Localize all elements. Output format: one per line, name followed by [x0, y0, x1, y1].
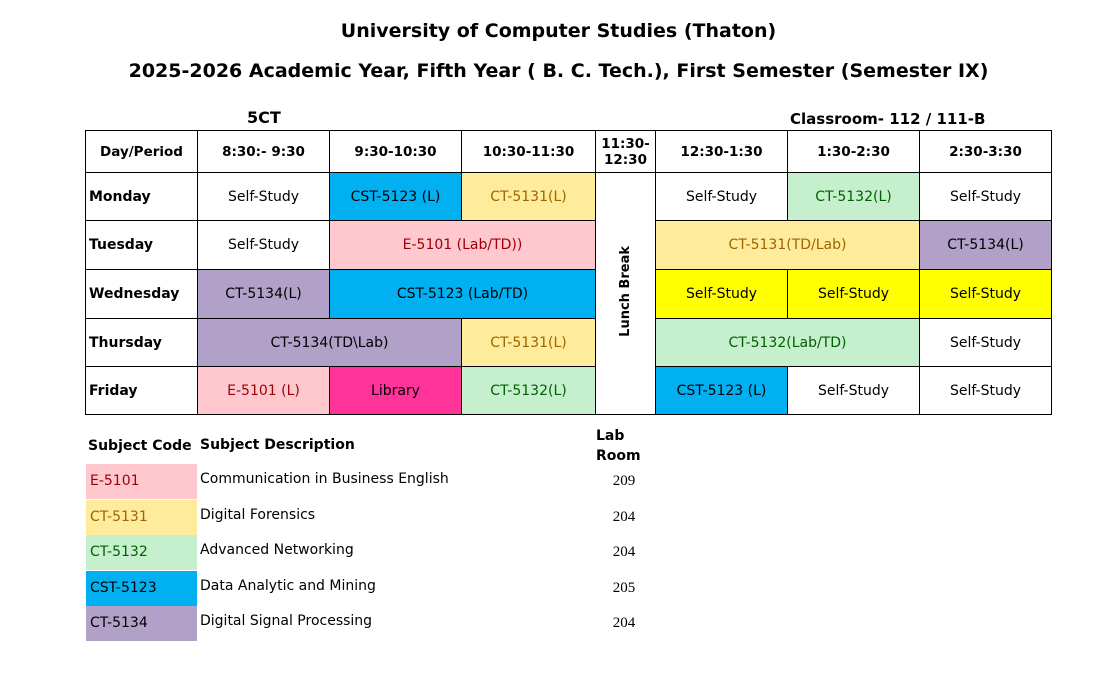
class-cell: CT-5131(L): [461, 172, 596, 221]
class-cell: CT-5132(L): [461, 366, 596, 415]
class-cell: Self-Study: [655, 172, 788, 221]
subject-code: CST-5123: [86, 570, 197, 606]
class-cell: Self-Study: [655, 269, 788, 319]
subject-description: Digital Signal Processing: [200, 613, 373, 629]
subject-description: Digital Forensics: [200, 506, 316, 523]
legend-header: Subject Code: [88, 438, 192, 454]
class-cell: E-5101 (Lab/TD)): [329, 220, 596, 270]
timetable-body: Day/Period 8:30:- 9:30 9:30-10:30 10:30-11:…: [85, 130, 1052, 415]
subject-code: CT-5131: [86, 499, 197, 535]
lunch-break: Lunch Break: [595, 172, 656, 415]
lab-room: 204: [612, 544, 636, 560]
class-cell: CT-5132(Lab/TD): [655, 318, 920, 367]
column-header: 11:30-12:30: [595, 130, 656, 173]
subject-description: Advanced Networking: [200, 542, 354, 558]
legend-header: Lab Room: [596, 428, 641, 464]
class-cell: CT-5131(TD/Lab): [655, 220, 920, 270]
day-row: Friday E-5101 (L) Library CT-5132(L) CST-512…: [85, 366, 1052, 415]
class-cell: Self-Study: [919, 318, 1052, 367]
class-cell: Self-Study: [787, 366, 920, 415]
lab-room: 204: [612, 508, 636, 525]
class-cell: CST-5123 (L): [329, 172, 462, 221]
subject-description: Data Analytic and Mining: [200, 577, 376, 594]
day-row: Monday Self-Study CST-5123 (L) CT-5131(L) Lu…: [85, 172, 1052, 415]
class-cell: Self-Study: [197, 172, 330, 221]
column-header: 9:30-10:30: [329, 130, 462, 173]
class-cell: E-5101 (L): [197, 366, 330, 415]
class-cell: CT-5134(TD\Lab): [197, 318, 462, 367]
day-row: Tuesday Self-Study E-5101 (Lab/TD)) CT-5131…: [85, 220, 1052, 270]
subject-code: CT-5132: [86, 535, 197, 570]
classroom: Classroom- 112 / 111-B: [790, 110, 986, 128]
class-cell: Self-Study: [919, 269, 1052, 319]
lab-room: 205: [612, 579, 636, 596]
class-cell: Self-Study: [197, 220, 330, 270]
subtitle: 2025-2026 Academic Year, Fifth Year ( B.…: [128, 60, 989, 82]
legend-header: Subject Description: [200, 437, 355, 453]
timetable: Day/Period 8:30:- 9:30 9:30-10:30 10:30-11:…: [85, 130, 1052, 415]
title: University of Computer Studies (Thaton): [340, 20, 777, 42]
column-header: Day/Period: [85, 130, 198, 173]
column-header: 1:30-2:30: [787, 130, 920, 173]
class-cell: Self-Study: [919, 366, 1052, 415]
class-cell: Self-Study: [787, 269, 920, 319]
class-cell: CT-5132(L): [787, 172, 920, 221]
day-label: Tuesday: [85, 220, 198, 270]
day-label: Friday: [85, 366, 198, 415]
lab-room: 204: [612, 615, 636, 631]
lab-room: 209: [612, 473, 636, 489]
day-row: Thursday CT-5134(TD\Lab) CT-5131(L) CT-5132…: [85, 318, 1052, 367]
day-label: Monday: [85, 172, 198, 221]
class-cell: CT-5131(L): [461, 318, 596, 367]
column-header: 8:30:- 9:30: [197, 130, 330, 173]
class-cell: CST-5123 (Lab/TD): [329, 269, 596, 319]
class-name: 5CT: [247, 108, 281, 127]
column-header: 10:30-11:30: [461, 130, 596, 173]
day-label: Thursday: [85, 318, 198, 367]
header-row: Day/Period 8:30:- 9:30 9:30-10:30 10:30-11:…: [85, 130, 1052, 173]
subject-description: Communication in Business English: [200, 471, 449, 487]
column-header: 2:30-3:30: [919, 130, 1052, 173]
class-cell: CT-5134(L): [919, 220, 1052, 270]
day-row: Wednesday CT-5134(L) CST-5123 (Lab/TD) Self…: [85, 269, 1052, 319]
class-cell: CST-5123 (L): [655, 366, 788, 415]
class-cell: CT-5134(L): [197, 269, 330, 319]
column-header: 12:30-1:30: [655, 130, 788, 173]
day-label: Wednesday: [85, 269, 198, 319]
class-cell: Self-Study: [919, 172, 1052, 221]
class-cell: Library: [329, 366, 462, 415]
subject-code: E-5101: [86, 464, 197, 499]
lunch-label: Lunch Break: [618, 246, 633, 337]
subject-code: CT-5134: [86, 606, 197, 641]
